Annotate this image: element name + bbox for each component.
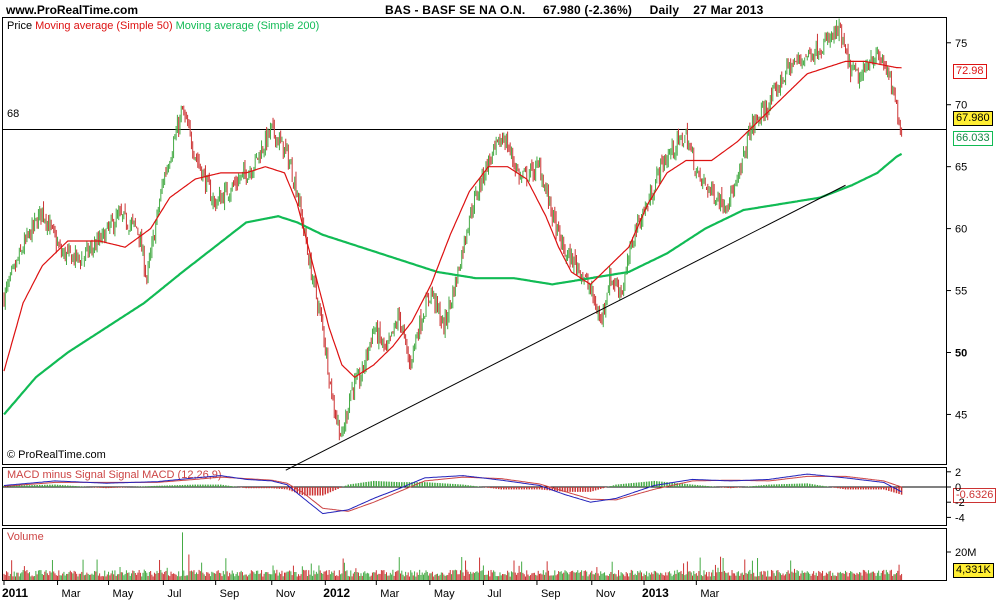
price-tick-label: 70 [955, 100, 967, 112]
quote-date: 27 Mar 2013 [693, 3, 764, 17]
x-year-label: 2011 [2, 586, 28, 600]
x-month-label: Jul [487, 588, 501, 600]
x-year-label: 2012 [323, 586, 350, 600]
x-month-label: Jul [167, 588, 181, 600]
ma50-value-box: 72.98 [953, 64, 987, 79]
period: Daily [649, 3, 680, 17]
ma200-line [3, 152, 903, 416]
volume-legend: Volume [7, 531, 44, 543]
macd-line [3, 473, 902, 515]
volume-bars [3, 532, 903, 580]
site-url: www.ProRealTime.com [6, 3, 139, 17]
quote-value: 67.980 (-2.36%) [542, 3, 633, 17]
trendline [285, 184, 846, 471]
price-tick-label: 65 [955, 162, 967, 174]
x-month-label: Sep [220, 588, 240, 600]
signal-line [3, 475, 902, 512]
x-month-label: Nov [276, 588, 296, 600]
x-month-label: May [113, 588, 134, 600]
price-tick-label: 75 [955, 38, 967, 50]
copyright: © ProRealTime.com [7, 449, 106, 461]
symbol-name: BAS - BASF SE NA O.N. [385, 3, 526, 17]
legend-price: Price [7, 20, 33, 32]
price-tick-label: 45 [955, 409, 967, 421]
x-month-label: Mar [62, 588, 81, 600]
x-month-label: May [434, 588, 455, 600]
price-tick-label: 60 [955, 224, 967, 236]
volume-tick-label: 20M [955, 547, 976, 559]
hline-label: 68 [7, 108, 20, 120]
macd-tick-label: 0 [955, 482, 961, 494]
legend-ma200: Moving average (Simple 200) [175, 20, 320, 32]
x-month-label: Nov [596, 588, 616, 600]
chart-header: BAS - BASF SE NA O.N. 67.980 (-2.36%) Da… [385, 3, 778, 17]
x-month-label: Mar [700, 588, 719, 600]
macd-tick-label: 2 [955, 467, 961, 479]
price-panel[interactable]: Price Moving average (Simple 50) Moving av… [2, 17, 947, 465]
legend-ma50: Moving average (Simple 50) [35, 20, 173, 32]
macd-histogram [3, 480, 903, 496]
last-price-box: 67.980 [953, 111, 993, 126]
volume-panel[interactable]: Volume [2, 528, 947, 581]
price-legend: Price Moving average (Simple 50) Moving av… [7, 20, 322, 32]
macd-legend: MACD minus Signal Signal MACD (12,26,9) [7, 469, 222, 481]
ma50-line [3, 60, 902, 379]
price-tick-label: 50 [955, 348, 967, 360]
macd-tick-label: -2 [955, 497, 965, 509]
x-month-label: Mar [380, 588, 399, 600]
volume-value-box: 4,331K [953, 563, 994, 578]
macd-value-box: -0.6326 [953, 488, 997, 503]
macd-tick-label: -4 [955, 512, 965, 524]
x-year-label: 2013 [642, 586, 669, 600]
x-month-label: Sep [541, 588, 561, 600]
price-candles [3, 18, 903, 441]
price-tick-label: 55 [955, 286, 967, 298]
ma200-value-box: 66.033 [953, 131, 993, 146]
